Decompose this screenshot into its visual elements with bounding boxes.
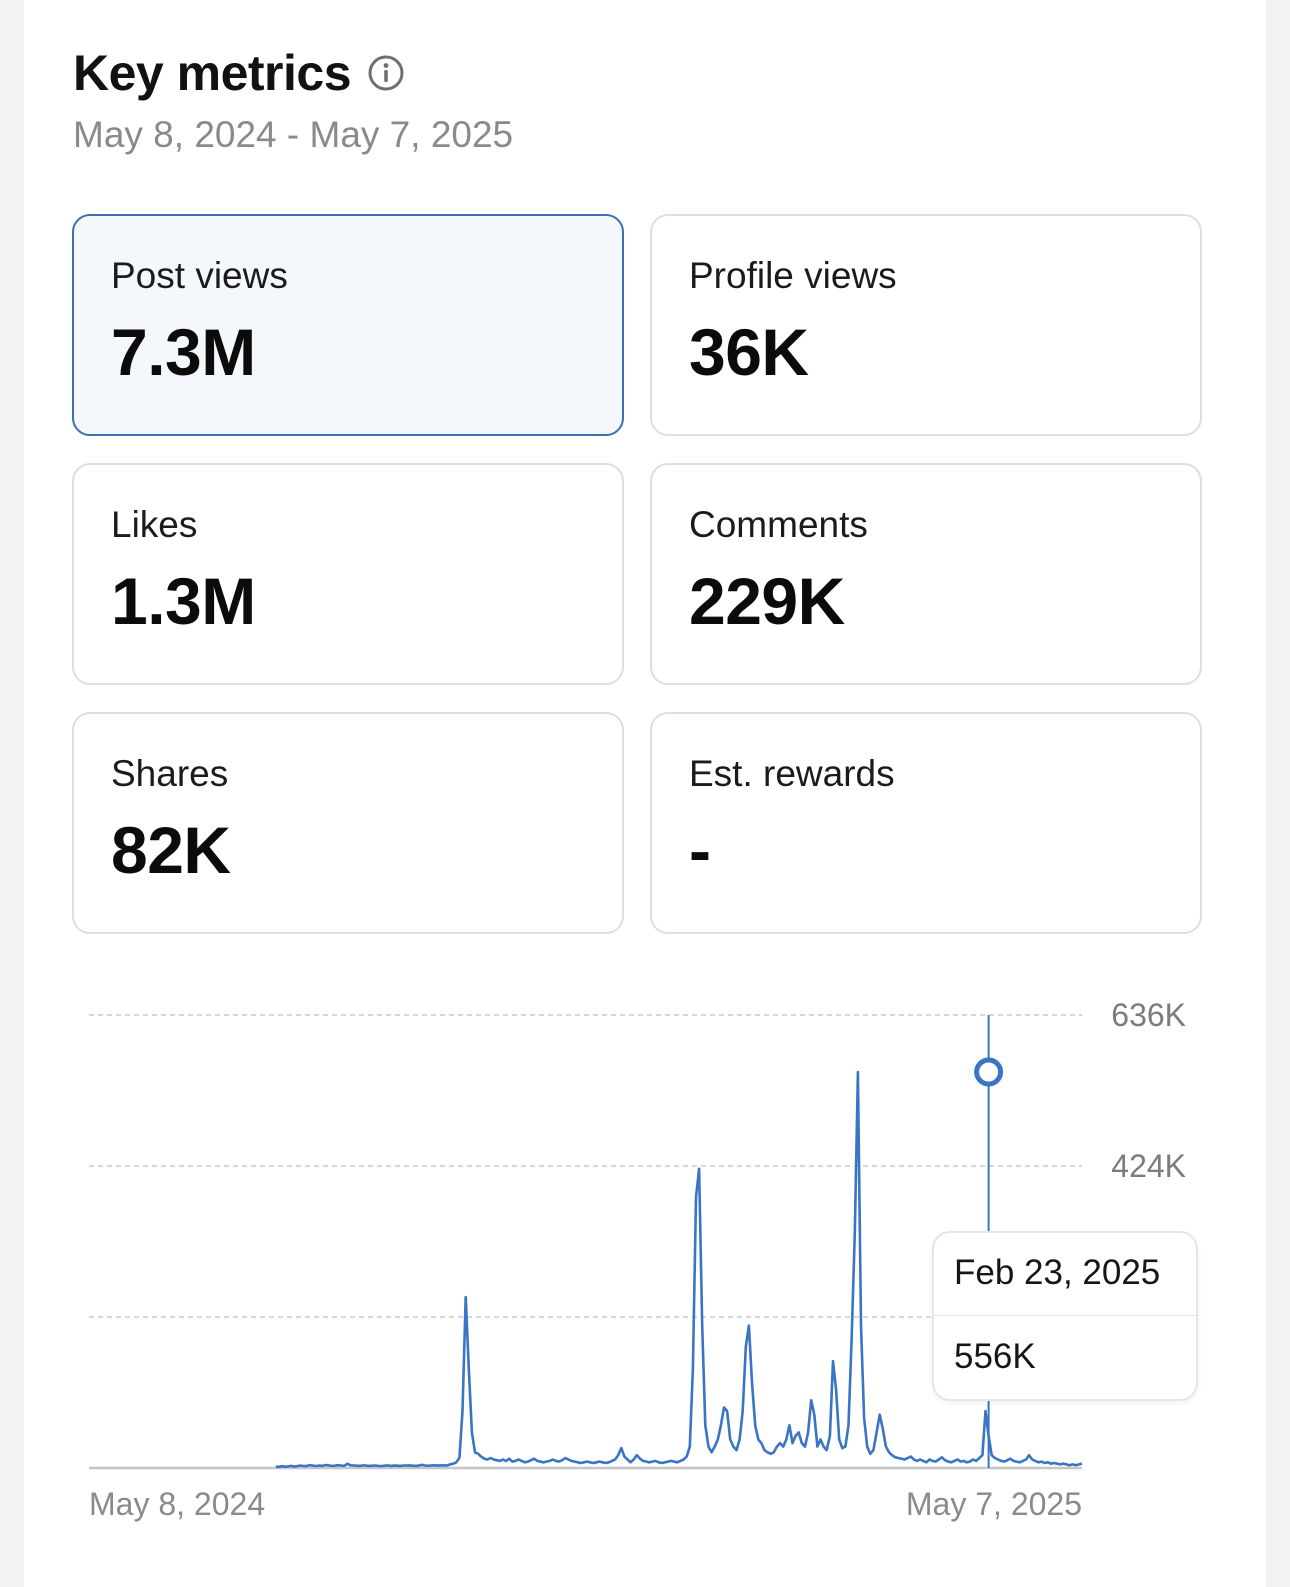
header: Key metrics [73,44,405,102]
metric-label: Profile views [689,255,897,296]
series-line-post-views [275,1070,1083,1469]
metric-card-likes[interactable]: Likes 1.3M [72,463,624,685]
x-tick-label-end: May 7, 2025 [906,1486,1082,1522]
date-range: May 8, 2024 - May 7, 2025 [73,114,514,155]
page-title: Key metrics [73,45,352,101]
tooltip-date: Feb 23, 2025 [954,1253,1161,1292]
metric-value: 229K [689,564,845,638]
metric-value: 7.3M [111,315,256,389]
info-circle-icon[interactable] [367,54,405,92]
metric-label: Shares [111,753,229,794]
metric-value: 36K [689,315,809,389]
metric-label: Est. rewards [689,753,895,794]
metric-card-est-rewards[interactable]: Est. rewards - [650,712,1202,934]
y-tick-label: 424K [1111,1148,1186,1184]
metric-card-comments[interactable]: Comments 229K [650,463,1202,685]
chart-tooltip: Feb 23, 2025 556K [932,1231,1198,1401]
metric-label: Post views [111,255,288,296]
metric-label: Comments [689,504,868,545]
post-views-chart[interactable]: 424K 636K May 8, 2024 May 7, 2025 [0,990,1290,1550]
metric-value: 1.3M [111,564,256,638]
tooltip-value: 556K [954,1337,1036,1376]
tooltip-divider [934,1315,1196,1316]
y-tick-label: 636K [1111,997,1186,1033]
metric-card-post-views[interactable]: Post views 7.3M [72,214,624,436]
highlight-point[interactable] [974,1057,1004,1087]
metric-card-profile-views[interactable]: Profile views 36K [650,214,1202,436]
metric-card-shares[interactable]: Shares 82K [72,712,624,934]
metric-label: Likes [111,504,198,545]
metric-value: - [689,813,711,887]
x-tick-label-start: May 8, 2024 [89,1486,265,1522]
metric-value: 82K [111,813,231,887]
